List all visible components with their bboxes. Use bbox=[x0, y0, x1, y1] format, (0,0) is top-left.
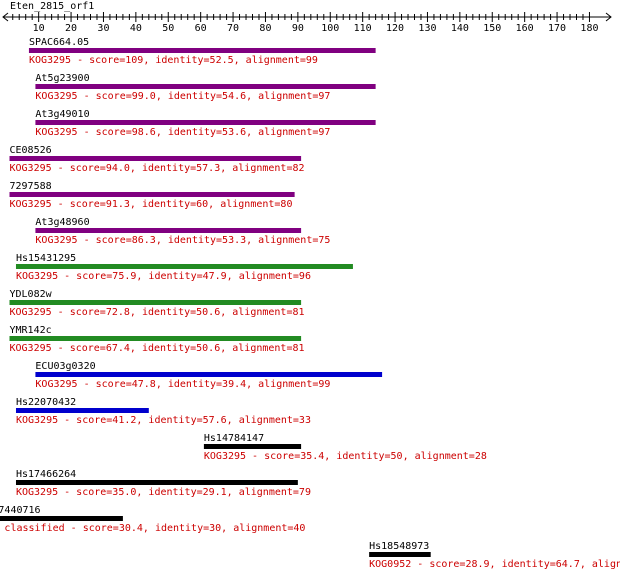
hit-annotation: KOG3295 - score=99.0, identity=54.6, ali… bbox=[35, 91, 330, 102]
hit-row: At3g48960 KOG3295 - score=86.3, identity=… bbox=[35, 217, 330, 246]
hit-row: 7297588 KOG3295 - score=91.3, identity=60… bbox=[9, 181, 295, 210]
hit-row: At5g23900 KOG3295 - score=99.0, identity=… bbox=[35, 73, 376, 102]
hit-name: 7297588 bbox=[10, 181, 52, 192]
hit-annotation: KOG3295 - score=109, identity=52.5, alig… bbox=[29, 55, 318, 66]
hit-row: At3g49010 KOG3295 - score=98.6, identity=… bbox=[35, 109, 376, 138]
hit-name: Hs22070432 bbox=[16, 397, 76, 408]
hit-name: SPAC664.05 bbox=[29, 37, 89, 48]
hit-row: CE08526 KOG3295 - score=94.0, identity=57… bbox=[9, 145, 305, 174]
hit-bar bbox=[35, 228, 302, 233]
ruler-tick-label: 30 bbox=[97, 23, 109, 34]
ruler-tick-label: 150 bbox=[483, 23, 501, 34]
ruler-tick-label: 180 bbox=[580, 23, 598, 34]
hit-name: At5g23900 bbox=[35, 73, 89, 84]
ruler-tick-label: 40 bbox=[130, 23, 142, 34]
ruler-tick-label: 100 bbox=[321, 23, 339, 34]
ruler-tick-labels: 10 20 30 40 50 60 70 80 90 100 110 120 130 140 150 160 1… bbox=[33, 23, 599, 34]
hit-name: YDL082w bbox=[10, 289, 53, 300]
ruler-tick-label: 120 bbox=[386, 23, 404, 34]
ruler-tick-label: 170 bbox=[548, 23, 566, 34]
hit-bar bbox=[9, 156, 302, 161]
hit-annotation: KOG3295 - score=94.0, identity=57.3, ali… bbox=[10, 163, 305, 174]
hit-bar bbox=[15, 408, 149, 413]
ruler-tick-label: 160 bbox=[516, 23, 534, 34]
hit-name: CE08526 bbox=[10, 145, 52, 156]
hit-name: Hs14784147 bbox=[204, 433, 264, 444]
hit-annotation: KOG0952 - score=28.9, identity=64.7, ali… bbox=[369, 559, 620, 570]
hit-annotation: KOG3295 - score=35.4, identity=50, align… bbox=[204, 451, 487, 462]
ruler-ticks bbox=[12, 12, 590, 22]
hit-annotation: KOG3295 - score=86.3, identity=53.3, ali… bbox=[35, 235, 330, 246]
hit-bar bbox=[35, 84, 376, 89]
ruler-tick-label: 130 bbox=[418, 23, 436, 34]
ruler-tick-label: 60 bbox=[195, 23, 207, 34]
hit-bar bbox=[203, 444, 302, 449]
ruler-tick-label: 140 bbox=[451, 23, 469, 34]
hit-row: YMR142c KOG3295 - score=67.4, identity=50… bbox=[9, 325, 305, 354]
hit-list: SPAC664.05 KOG3295 - score=109, identity=… bbox=[0, 37, 620, 570]
hit-annotation: KOG3295 - score=91.3, identity=60, align… bbox=[10, 199, 293, 210]
hit-name: Hs17440716 bbox=[0, 505, 41, 516]
hit-row: Hs22070432 KOG3295 - score=41.2, identity… bbox=[15, 397, 311, 426]
hit-row: Hs15431295 KOG3295 - score=75.9, identity… bbox=[15, 253, 353, 282]
hit-annotation: KOG3295 - score=98.6, identity=53.6, ali… bbox=[35, 127, 330, 138]
hit-bar bbox=[35, 120, 376, 125]
hit-bar bbox=[15, 264, 353, 269]
hit-bar bbox=[9, 192, 295, 197]
ruler-tick-label: 90 bbox=[292, 23, 304, 34]
hit-bar bbox=[9, 300, 302, 305]
hit-bar bbox=[9, 336, 302, 341]
ruler-left-arrow bbox=[2, 12, 9, 22]
hit-row: Hs18548973 KOG0952 - score=28.9, identity… bbox=[369, 541, 620, 570]
hit-name: At3g48960 bbox=[35, 217, 89, 228]
ruler-tick-label: 110 bbox=[354, 23, 372, 34]
hit-bar bbox=[369, 552, 431, 557]
ruler-tick-label: 70 bbox=[227, 23, 239, 34]
hit-name: At3g49010 bbox=[35, 109, 89, 120]
ruler-right-arrow bbox=[605, 12, 612, 22]
hit-annotation: KOG3295 - score=35.0, identity=29.1, ali… bbox=[16, 487, 311, 498]
hit-row: Hs17440716 Not classified - score=30.4, i… bbox=[0, 505, 305, 534]
hit-bar bbox=[0, 516, 123, 521]
hit-row: Hs17466264 KOG3295 - score=35.0, identity… bbox=[15, 469, 311, 498]
hit-annotation: Not classified - score=30.4, identity=30… bbox=[0, 523, 305, 534]
hit-annotation: KOG3295 - score=72.8, identity=50.6, ali… bbox=[10, 307, 305, 318]
hit-annotation: KOG3295 - score=41.2, identity=57.6, ali… bbox=[16, 415, 311, 426]
hit-row: ECU03g0320 KOG3295 - score=47.8, identity… bbox=[35, 361, 383, 390]
ruler-tick-label: 20 bbox=[65, 23, 77, 34]
hit-name: Hs18548973 bbox=[369, 541, 429, 552]
ruler-tick-label: 50 bbox=[162, 23, 174, 34]
query-title: Eten_2815_orf1 bbox=[10, 1, 94, 12]
hit-row: YDL082w KOG3295 - score=72.8, identity=50… bbox=[9, 289, 305, 318]
hit-row: Hs14784147 KOG3295 - score=35.4, identity… bbox=[203, 433, 487, 462]
hit-name: ECU03g0320 bbox=[35, 361, 95, 372]
hit-bar bbox=[28, 48, 376, 53]
hit-name: Hs17466264 bbox=[16, 469, 76, 480]
hit-row: SPAC664.05 KOG3295 - score=109, identity=… bbox=[28, 37, 376, 66]
ruler-tick-label: 10 bbox=[33, 23, 45, 34]
hit-bar bbox=[35, 372, 383, 377]
hit-annotation: KOG3295 - score=47.8, identity=39.4, ali… bbox=[35, 379, 330, 390]
hit-annotation: KOG3295 - score=67.4, identity=50.6, ali… bbox=[10, 343, 305, 354]
ruler-tick-label: 80 bbox=[259, 23, 271, 34]
hit-name: YMR142c bbox=[10, 325, 52, 336]
hit-bar bbox=[15, 480, 298, 485]
hit-annotation: KOG3295 - score=75.9, identity=47.9, ali… bbox=[16, 271, 311, 282]
hit-name: Hs15431295 bbox=[16, 253, 76, 264]
